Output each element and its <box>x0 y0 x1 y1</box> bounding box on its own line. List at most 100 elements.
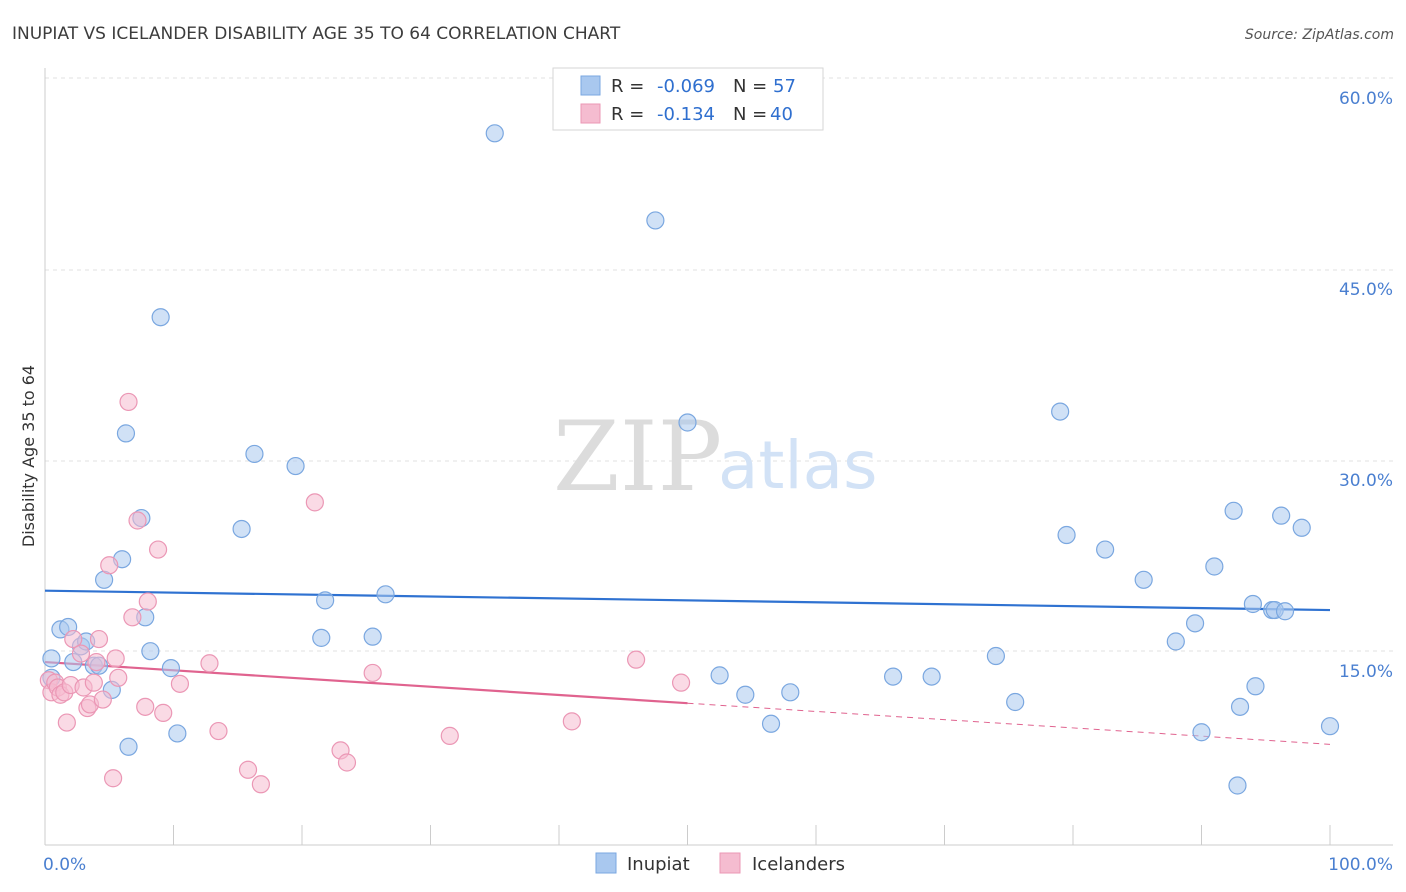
icelanders-point-36 <box>363 663 382 683</box>
legend-r-label-inupiat: R = <box>611 76 644 97</box>
y-axis-label: Disability Age 35 to 64 <box>19 365 38 547</box>
icelanders-point-39 <box>626 650 646 669</box>
x-axis-ticks <box>44 825 1331 845</box>
inupiat-point-38 <box>1051 402 1070 421</box>
inupiat-point-44 <box>1192 723 1211 742</box>
legend-r-value-icelanders: -0.134 <box>657 104 715 125</box>
icelanders-point-26 <box>148 540 168 559</box>
chart-title: INUPIAT VS ICELANDER DISABILITY AGE 35 T… <box>12 24 621 44</box>
series-icelanders <box>39 392 691 794</box>
icelanders-point-28 <box>170 674 190 693</box>
inupiat-point-31 <box>736 685 755 704</box>
legend-r-value-inupiat: -0.069 <box>657 76 715 97</box>
inupiat-point-55 <box>1292 518 1311 537</box>
inupiat-point-41 <box>1134 570 1153 589</box>
trend-lines <box>44 589 1331 745</box>
inupiat-point-24 <box>316 591 335 610</box>
series-legend-label-inupiat: Inupiat <box>627 854 690 875</box>
inupiat-point-37 <box>1006 692 1025 712</box>
inupiat-point-54 <box>1275 602 1295 621</box>
chart-source: Source: ZipAtlas.com <box>1245 27 1394 43</box>
scatter-points <box>39 124 1340 795</box>
icelanders-point-37 <box>440 726 459 745</box>
inupiat-point-47 <box>1228 776 1247 795</box>
series-legend-swatch-inupiat <box>595 852 617 874</box>
inupiat-point-13 <box>119 737 138 756</box>
icelanders-point-21 <box>119 392 138 412</box>
inupiat-point-33 <box>781 683 800 702</box>
icelanders-point-15 <box>89 629 109 649</box>
inupiat-point-23 <box>312 628 331 647</box>
inupiat-point-46 <box>1224 501 1243 520</box>
series-legend: Inupiat Icelanders <box>595 852 845 875</box>
inupiat-point-25 <box>363 627 382 646</box>
legend-swatch-icelanders <box>580 103 601 124</box>
inupiat-point-50 <box>1246 677 1265 696</box>
inupiat-point-40 <box>1096 540 1115 559</box>
icelanders-point-31 <box>238 760 258 779</box>
gridlines <box>45 77 1393 652</box>
inupiat-point-12 <box>116 424 136 443</box>
icelanders-point-30 <box>209 721 228 741</box>
watermark-zip: ZIP <box>553 401 722 513</box>
legend-n-label-inupiat: N = <box>733 76 767 97</box>
x-tick-label-min: 0.0% <box>43 855 86 875</box>
icelanders-point-16 <box>93 690 112 709</box>
icelanders-point-27 <box>154 703 173 722</box>
icelanders-point-18 <box>104 769 123 788</box>
icelanders-point-23 <box>128 511 147 530</box>
inupiat-point-35 <box>922 667 941 686</box>
inupiat-point-16 <box>141 642 160 661</box>
legend-n-value-inupiat: 57 <box>773 76 796 97</box>
icelanders-point-8 <box>64 629 83 649</box>
icelanders-point-38 <box>562 712 581 731</box>
series-legend-swatch-icelanders <box>719 852 741 874</box>
inupiat-point-53 <box>1272 506 1291 525</box>
inupiat-point-21 <box>245 444 264 464</box>
icelanders-point-13 <box>84 673 103 692</box>
x-tick-label-max: 100.0% <box>1328 855 1393 875</box>
inupiat-point-22 <box>286 456 305 476</box>
icelanders-point-32 <box>251 775 270 794</box>
inupiat-point-30 <box>710 666 729 685</box>
inupiat-point-18 <box>161 659 181 678</box>
icelanders-point-25 <box>138 592 157 611</box>
watermark-atlas: atlas <box>718 427 878 504</box>
icelanders-point-40 <box>671 673 691 692</box>
inupiat-point-45 <box>1205 557 1224 576</box>
y-tick-label-45: 45.0% <box>1339 280 1393 300</box>
legend-n-label-icelanders: N = <box>733 104 767 125</box>
inupiat-point-56 <box>1320 717 1340 736</box>
inupiat-point-39 <box>1057 525 1076 545</box>
icelanders-point-14 <box>87 652 106 672</box>
icelanders-point-33 <box>305 493 324 512</box>
icelanders-point-24 <box>136 697 155 716</box>
inupiat-point-26 <box>376 585 395 604</box>
inupiat-point-49 <box>1243 594 1263 614</box>
icelanders-point-17 <box>100 556 119 575</box>
watermark: ZIP atlas <box>553 401 878 513</box>
y-tick-label-15: 15.0% <box>1339 662 1393 682</box>
icelanders-point-6 <box>57 713 76 732</box>
inupiat-point-48 <box>1230 697 1250 716</box>
trend-line-inupiat <box>44 589 1331 612</box>
inupiat-point-29 <box>678 413 697 432</box>
trend-line-extension-icelanders <box>687 702 1331 745</box>
legend-r-label-icelanders: R = <box>611 104 644 125</box>
icelanders-point-19 <box>106 649 125 668</box>
inupiat-point-19 <box>168 724 187 743</box>
y-tick-label-60: 60.0% <box>1339 89 1393 109</box>
y-tick-labels: 15.0% 30.0% 45.0% 60.0% <box>1339 89 1393 682</box>
inupiat-point-27 <box>485 124 504 143</box>
stats-legend: R = -0.069 N = 57 R = -0.134 N = 40 <box>552 67 824 131</box>
series-legend-label-icelanders: Icelanders <box>752 854 845 875</box>
inupiat-point-20 <box>232 519 251 539</box>
y-tick-label-30: 30.0% <box>1339 471 1393 491</box>
inupiat-point-42 <box>1166 632 1185 651</box>
inupiat-point-34 <box>883 667 903 686</box>
icelanders-point-20 <box>109 668 128 687</box>
inupiat-point-28 <box>646 211 665 230</box>
inupiat-point-43 <box>1185 614 1205 633</box>
inupiat-point-36 <box>986 646 1006 666</box>
